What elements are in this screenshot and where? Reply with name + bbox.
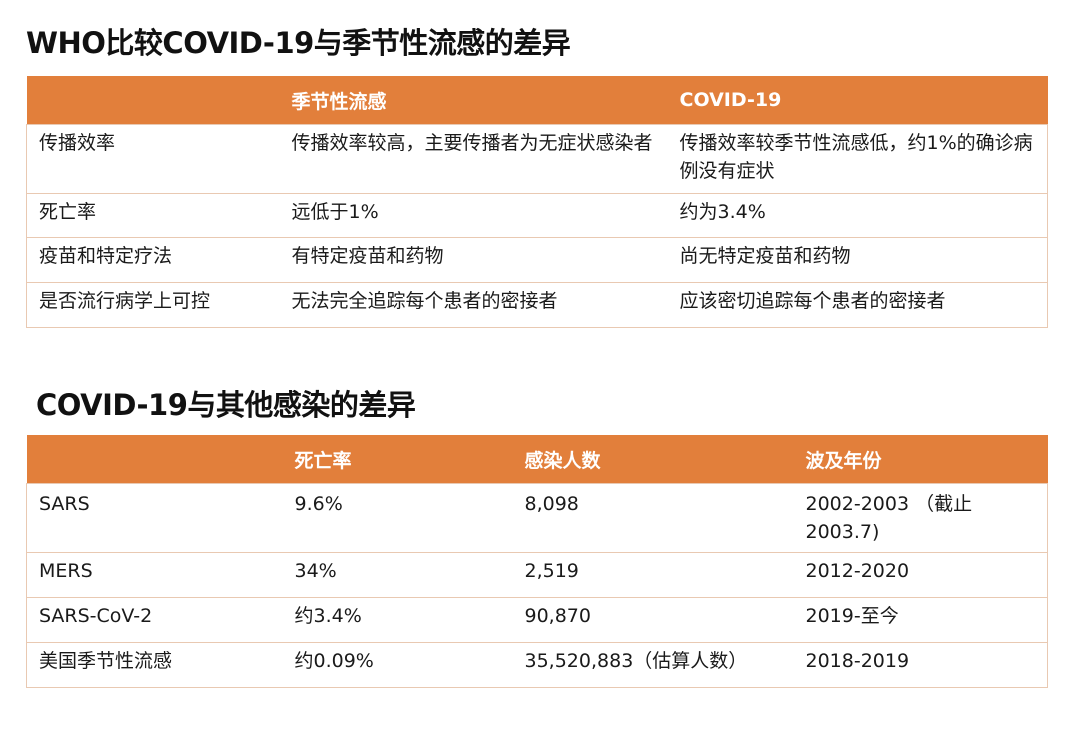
row-label: SARS-CoV-2 [26,597,283,643]
table-cell: 传播效率较高，主要传播者为无症状感染者 [279,124,668,194]
table-cell: 2018-2019 [793,642,1048,688]
table-cell: 2012-2020 [793,552,1048,598]
table-cell: 2,519 [512,552,794,598]
table-cell: 有特定疫苗和药物 [279,237,668,283]
row-label: MERS [26,552,283,598]
row-label: 美国季节性流感 [26,642,283,688]
header-cell-blank [26,435,283,484]
table-cell: 2019-至今 [793,597,1048,643]
table-cell: 应该密切追踪每个患者的密接者 [667,282,1048,328]
table-cell: 约为3.4% [667,193,1048,238]
table-cell: 90,870 [512,597,794,643]
header-cell-seasonal-flu: 季节性流感 [279,76,668,125]
row-label: 死亡率 [26,193,280,238]
table-cell: 8,098 [512,483,794,553]
table-row: 传播效率 传播效率较高，主要传播者为无症状感染者 传播效率较季节性流感低，约1%… [26,124,1048,194]
table-cell: 约3.4% [282,597,513,643]
table-cell: 尚无特定疫苗和药物 [667,237,1048,283]
header-cell-blank [26,76,280,125]
table-cell: 远低于1% [279,193,668,238]
table-row: 死亡率 远低于1% 约为3.4% [26,193,1048,238]
table-cell: 34% [282,552,513,598]
table-row: MERS 34% 2,519 2012-2020 [26,552,1048,598]
table-cell: 无法完全追踪每个患者的密接者 [279,282,668,328]
table-row: SARS-CoV-2 约3.4% 90,870 2019-至今 [26,597,1048,643]
table-header-row: 季节性流感 COVID-19 [26,76,1048,125]
table-row: 美国季节性流感 约0.09% 35,520,883（估算人数） 2018-201… [26,642,1048,688]
row-label: SARS [26,483,283,553]
row-label: 传播效率 [26,124,280,194]
who-comparison-title: WHO比较COVID-19与季节性流感的差异 [26,26,571,60]
who-comparison-table: 季节性流感 COVID-19 传播效率 传播效率较高，主要传播者为无症状感染者 … [26,76,1048,328]
row-label: 疫苗和特定疗法 [26,237,280,283]
other-infections-table: 死亡率 感染人数 波及年份 SARS 9.6% 8,098 2002-2003 … [26,435,1048,688]
header-cell-years: 波及年份 [793,435,1048,484]
header-cell-covid19: COVID-19 [667,76,1048,125]
other-infections-title: COVID-19与其他感染的差异 [36,388,416,422]
header-cell-infections: 感染人数 [512,435,794,484]
row-label: 是否流行病学上可控 [26,282,280,328]
table-row: SARS 9.6% 8,098 2002-2003 （截止2003.7) [26,483,1048,553]
header-cell-mortality: 死亡率 [282,435,513,484]
table-cell: 35,520,883（估算人数） [512,642,794,688]
table-cell: 2002-2003 （截止2003.7) [793,483,1048,553]
table-row: 疫苗和特定疗法 有特定疫苗和药物 尚无特定疫苗和药物 [26,237,1048,283]
table-cell: 约0.09% [282,642,513,688]
table-cell: 传播效率较季节性流感低，约1%的确诊病例没有症状 [667,124,1048,194]
table-row: 是否流行病学上可控 无法完全追踪每个患者的密接者 应该密切追踪每个患者的密接者 [26,282,1048,328]
table-header-row: 死亡率 感染人数 波及年份 [26,435,1048,484]
table-cell: 9.6% [282,483,513,553]
